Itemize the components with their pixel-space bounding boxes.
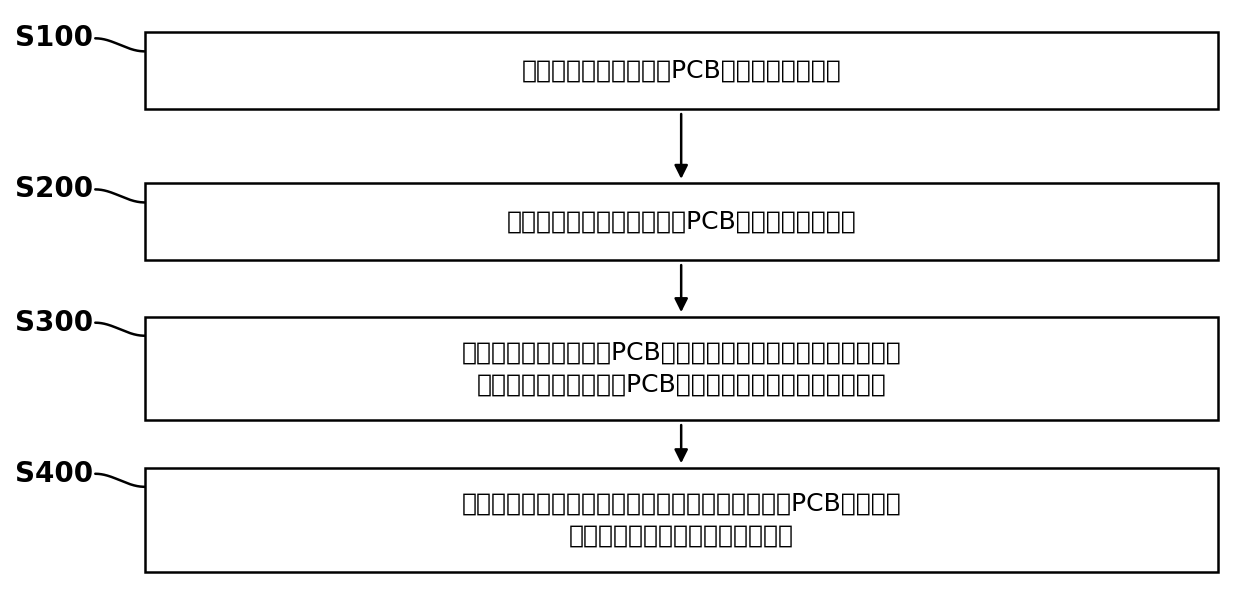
- Text: S300: S300: [15, 309, 93, 337]
- Text: 基于第二图像获取所述PCB板中各个背钒孔的第二孔心坐标: 基于第二图像获取所述PCB板中各个背钒孔的第二孔心坐标: [476, 373, 886, 397]
- Text: 基于第一图像获取所述PCB板中各个首钒孔的第一孔心坐标，并: 基于第一图像获取所述PCB板中各个首钒孔的第一孔心坐标，并: [461, 340, 901, 364]
- Text: S100: S100: [15, 25, 93, 52]
- Text: 基于所述第一孔心坐标和第二孔心坐标，确定所述PCB板上各个: 基于所述第一孔心坐标和第二孔心坐标，确定所述PCB板上各个: [461, 492, 901, 515]
- Text: 基于第二线阵相机获取所述PCB板对应的第二图像: 基于第二线阵相机获取所述PCB板对应的第二图像: [507, 210, 856, 234]
- Bar: [145, 317, 1218, 420]
- Text: 孔的首钒孔与背钒孔之间的同心度: 孔的首钒孔与背钒孔之间的同心度: [569, 524, 794, 548]
- Text: S400: S400: [15, 460, 93, 488]
- Text: 基于第一线阵相机获取PCB板对应的第一图像: 基于第一线阵相机获取PCB板对应的第一图像: [522, 59, 841, 83]
- Bar: [145, 468, 1218, 572]
- Bar: [145, 32, 1218, 109]
- Bar: [145, 184, 1218, 261]
- Text: S200: S200: [15, 175, 93, 203]
